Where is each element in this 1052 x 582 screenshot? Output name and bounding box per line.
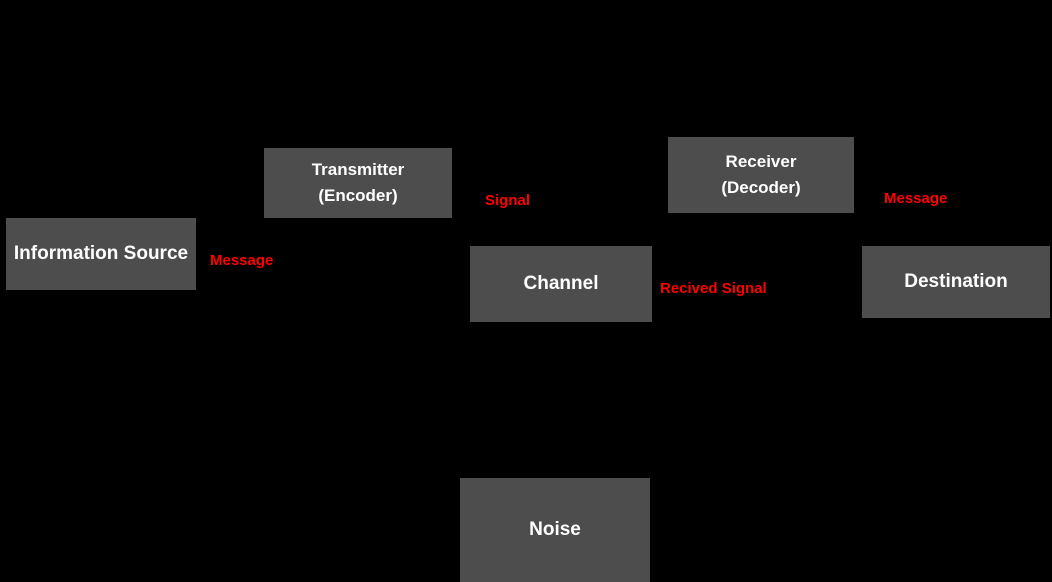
diagram-stage: Information Source Transmitter (Encoder)… — [0, 0, 1052, 582]
node-label: Noise — [529, 519, 581, 541]
edge-label-received-signal: Recived Signal — [660, 280, 767, 297]
node-information-source: Information Source — [6, 218, 196, 290]
edge-label-message-1: Message — [210, 252, 273, 269]
node-noise: Noise — [460, 478, 650, 582]
node-label: Information Source — [14, 243, 188, 265]
node-label-line1: Receiver — [726, 152, 797, 172]
node-label: Destination — [904, 271, 1007, 293]
edge-label-signal: Signal — [485, 192, 530, 209]
node-transmitter: Transmitter (Encoder) — [264, 148, 452, 218]
node-label-line2: (Decoder) — [721, 178, 800, 198]
node-label: Channel — [524, 273, 599, 295]
node-receiver: Receiver (Decoder) — [668, 137, 854, 213]
node-channel: Channel — [470, 246, 652, 322]
edge-label-message-2: Message — [884, 190, 947, 207]
node-destination: Destination — [862, 246, 1050, 318]
node-label-line1: Transmitter — [312, 160, 405, 180]
node-label-line2: (Encoder) — [318, 186, 397, 206]
